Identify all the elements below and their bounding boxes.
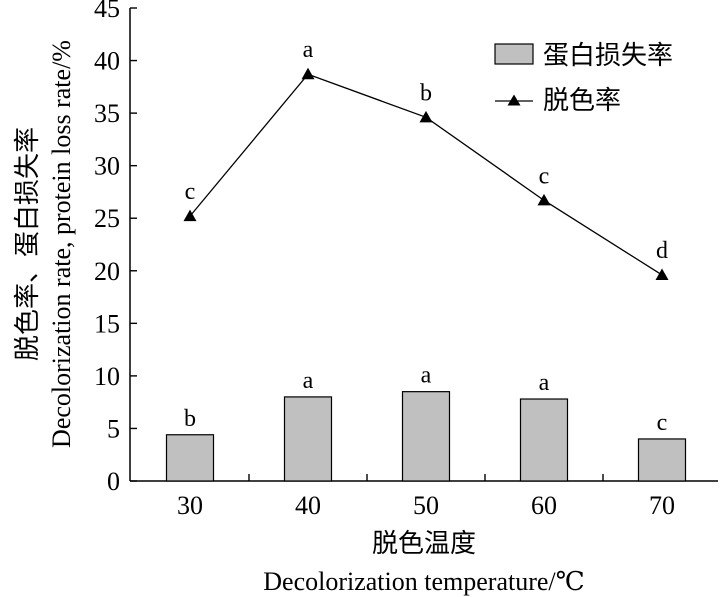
y-tick-label: 5 — [107, 414, 120, 443]
x-tick-label: 30 — [177, 491, 203, 520]
y-tick-label: 25 — [94, 204, 120, 233]
legend: 蛋白损失率 脱色率 — [494, 41, 673, 115]
y-ticks: 0 5 10 15 20 25 30 35 40 45 — [94, 0, 137, 496]
x-axis-title-cn: 脱色温度 — [372, 529, 476, 558]
point-significance-label: c — [185, 179, 196, 205]
x-ticks: 30 40 50 60 70 — [177, 474, 675, 520]
y-axis-title-cn: 脱色率、蛋白损失率 — [13, 127, 42, 361]
point-significance-label: c — [539, 163, 550, 189]
bar-significance-label: a — [539, 370, 550, 396]
bar — [401, 391, 451, 482]
y-tick-label: 35 — [94, 99, 120, 128]
x-tick-label: 60 — [531, 491, 557, 520]
y-tick-label: 30 — [94, 152, 120, 181]
x-tick-label: 40 — [295, 491, 321, 520]
bar-series: b a a a c — [165, 363, 687, 482]
line-point — [419, 110, 433, 123]
line-point — [301, 67, 315, 80]
x-tick-label: 70 — [649, 491, 675, 520]
bar — [637, 438, 687, 482]
x-tick-label: 50 — [413, 491, 439, 520]
y-axis-title-en: Decolorization rate, protein loss rate/% — [47, 40, 76, 448]
point-significance-label: d — [656, 238, 668, 264]
y-tick-label: 15 — [94, 309, 120, 338]
line-point — [183, 209, 197, 222]
x-axis-title-en: Decolorization temperature/℃ — [263, 567, 584, 596]
bar — [283, 396, 333, 482]
line-point — [655, 268, 669, 280]
line-point — [537, 193, 551, 206]
point-significance-label: a — [303, 37, 314, 63]
line-series: c a b c d — [183, 37, 669, 280]
bar-significance-label: c — [657, 410, 668, 436]
bar-significance-label: a — [303, 368, 314, 394]
y-tick-label: 45 — [94, 0, 120, 23]
legend-triangle-marker — [507, 94, 521, 106]
y-tick-label: 40 — [94, 47, 120, 76]
bar — [165, 434, 215, 482]
bar — [519, 398, 569, 482]
bar-significance-label: a — [421, 363, 432, 389]
y-tick-label: 0 — [107, 467, 120, 496]
legend-bar-swatch — [494, 43, 534, 65]
y-tick-label: 10 — [94, 362, 120, 391]
point-significance-label: b — [420, 80, 432, 106]
y-tick-label: 20 — [94, 257, 120, 286]
bar-significance-label: b — [184, 406, 196, 432]
legend-line-label: 脱色率 — [543, 86, 621, 115]
legend-bar-label: 蛋白损失率 — [543, 41, 673, 70]
